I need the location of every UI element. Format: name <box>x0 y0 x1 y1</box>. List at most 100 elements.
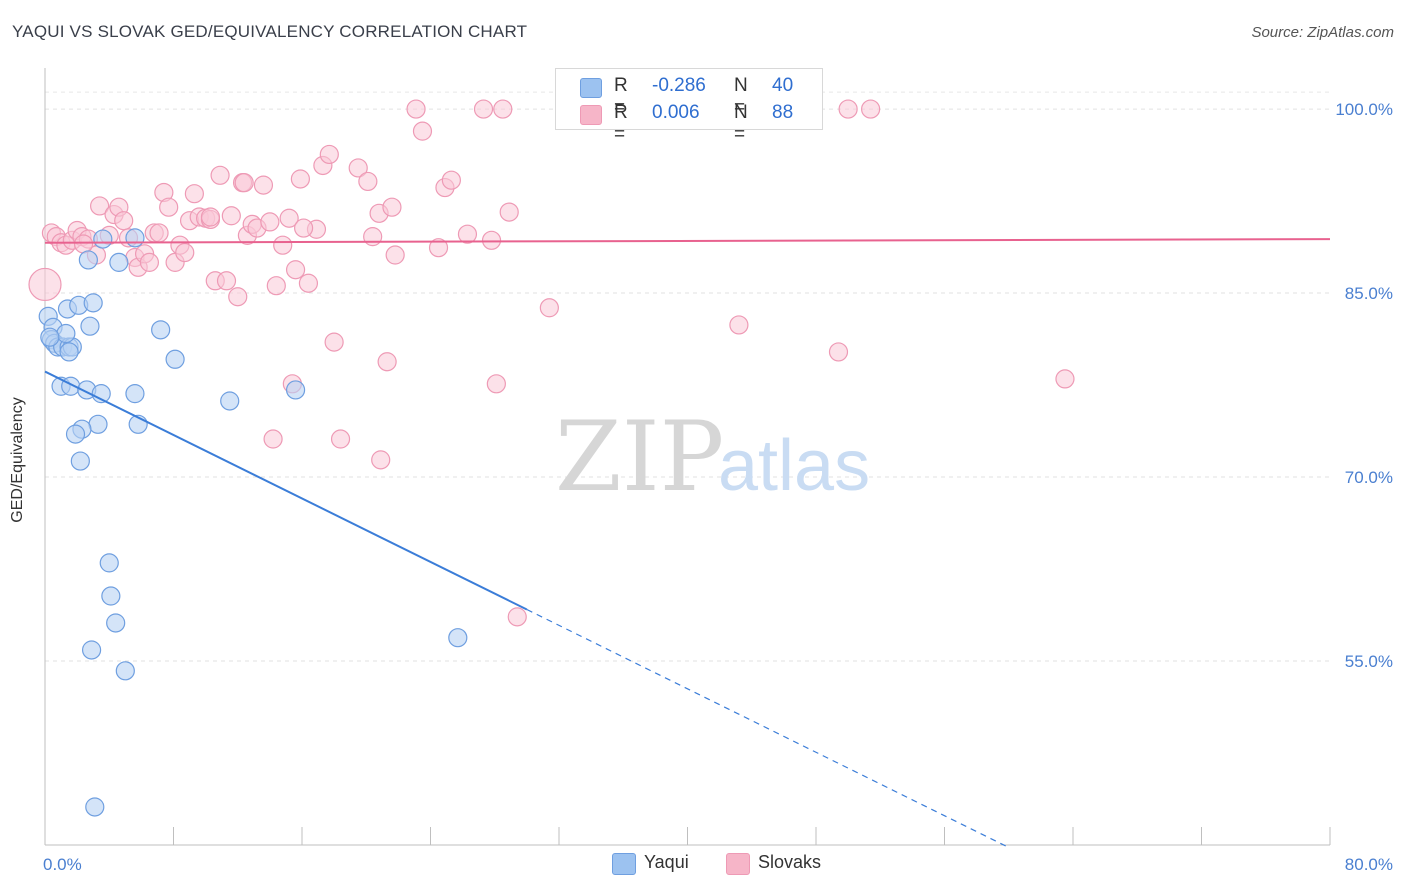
slovaks-point <box>473 99 494 119</box>
yaqui-point <box>125 384 145 404</box>
slovaks-point <box>210 165 230 185</box>
yaqui-point <box>70 451 90 471</box>
slovaks-point <box>294 218 314 238</box>
yaqui-swatch <box>580 78 602 98</box>
yaqui-point <box>56 323 76 344</box>
slovaks-point <box>266 276 286 296</box>
r-label: R = <box>614 75 628 118</box>
slovaks-point <box>1055 369 1075 389</box>
slovaks-point <box>324 332 344 352</box>
slovaks-point <box>348 158 368 178</box>
yaqui-point <box>165 349 185 369</box>
yaqui-point <box>115 661 135 681</box>
yaqui-point <box>93 229 113 249</box>
tick-labels: 55.0% 70.0% 85.0% 100.0% 0.0% 80.0% <box>43 100 1393 874</box>
slovaks-point <box>499 202 519 222</box>
slovaks-point <box>385 245 405 265</box>
yaqui-point <box>65 424 86 444</box>
slovaks-point <box>363 227 383 247</box>
yaqui-point <box>151 320 171 340</box>
yaqui-point <box>78 250 98 270</box>
watermark-atlas: atlas <box>718 426 870 506</box>
slovaks-point <box>139 252 160 272</box>
slovaks-point <box>298 273 319 293</box>
slovaks-point <box>28 267 62 302</box>
slovaks-n-value: 88 <box>772 102 794 123</box>
slovaks-point <box>221 206 241 226</box>
slovaks-point <box>260 212 280 232</box>
slovaks-point <box>114 211 134 231</box>
slovaks-point <box>216 271 237 291</box>
yaqui-point <box>220 391 240 411</box>
slovaks-point <box>90 196 110 216</box>
slovaks-point <box>481 230 502 250</box>
slovaks-point <box>234 173 254 193</box>
slovaks-point <box>406 99 426 119</box>
y-tick-label: 70.0% <box>1345 468 1393 487</box>
slovaks-point <box>279 208 299 228</box>
slovaks-point <box>330 429 351 449</box>
slovaks-point <box>539 298 559 318</box>
slovaks-point <box>457 224 478 244</box>
slovaks-r-value: 0.006 <box>652 102 700 123</box>
axes <box>44 68 1331 846</box>
slovaks-point <box>263 429 283 449</box>
n-label: N = <box>734 102 748 145</box>
slovaks-point <box>228 287 248 307</box>
n-label: N = <box>734 75 748 118</box>
slovaks-point <box>828 342 849 362</box>
legend-swatch-slovaks <box>726 853 750 875</box>
y-tick-label: 55.0% <box>1345 652 1393 671</box>
chart-title: YAQUI VS SLOVAK GED/EQUIVALENCY CORRELAT… <box>12 22 528 41</box>
yaqui-point <box>88 414 108 434</box>
slovaks-point <box>493 99 513 119</box>
yaqui-point <box>99 553 119 573</box>
slovaks-trend-line <box>44 238 1331 244</box>
slovaks-point <box>382 197 402 217</box>
slovaks-point <box>159 197 179 217</box>
slovaks-point <box>441 170 461 190</box>
y-tick-label: 85.0% <box>1345 284 1393 303</box>
slovaks-point <box>175 242 195 263</box>
slovaks-point <box>486 374 506 394</box>
r-label: R = <box>614 102 628 145</box>
yaqui-point <box>40 327 60 347</box>
yaqui-points <box>38 228 468 817</box>
yaqui-point <box>106 613 126 633</box>
yaqui-n-value: 40 <box>772 75 794 96</box>
slovaks-points <box>28 99 1075 627</box>
slovaks-point <box>184 184 204 204</box>
slovaks-point <box>149 223 169 243</box>
yaqui-point <box>81 640 102 660</box>
yaqui-r-value: -0.286 <box>652 75 706 96</box>
slovaks-swatch <box>580 105 602 125</box>
legend-swatch-yaqui <box>612 853 636 875</box>
yaqui-point <box>285 380 306 400</box>
yaqui-point <box>85 797 105 817</box>
x-tick-label-max: 80.0% <box>1345 855 1393 874</box>
slovaks-point <box>273 235 293 255</box>
yaqui-point <box>448 628 468 648</box>
slovaks-point <box>428 238 449 258</box>
yaqui-trend-extension <box>526 608 1010 848</box>
legend-label-slovaks: Slovaks <box>758 852 822 872</box>
trend-lines <box>44 238 1331 848</box>
slovaks-point <box>412 121 433 141</box>
yaqui-point <box>101 586 121 606</box>
slovaks-point <box>200 207 221 227</box>
y-tick-label: 100.0% <box>1335 100 1393 119</box>
slovaks-point <box>290 169 310 189</box>
slovaks-point <box>507 607 527 627</box>
x-tick-label-min: 0.0% <box>43 855 82 874</box>
slovaks-point <box>838 99 858 119</box>
slovaks-point <box>358 171 378 192</box>
slovaks-point <box>73 234 94 254</box>
slovaks-point <box>319 144 339 165</box>
slovaks-point <box>377 352 397 372</box>
legend-label-yaqui: Yaqui <box>644 852 689 872</box>
slovaks-point <box>861 99 881 119</box>
slovaks-point <box>371 450 391 470</box>
yaqui-point <box>83 293 103 313</box>
yaqui-point <box>59 342 79 362</box>
